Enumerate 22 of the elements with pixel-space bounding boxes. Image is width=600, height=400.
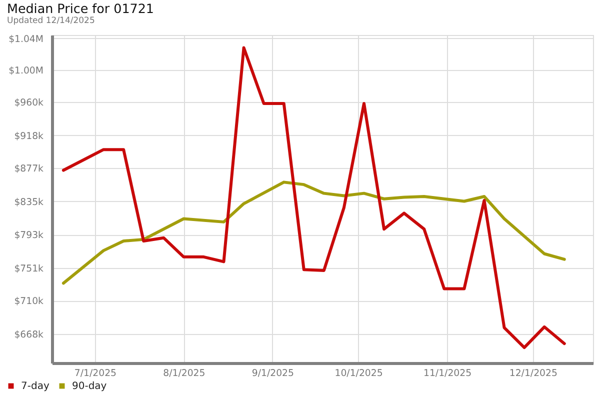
line-series xyxy=(62,180,566,285)
x-tick-label: 9/1/2025 xyxy=(252,368,294,379)
x-tick-label: 12/1/2025 xyxy=(509,368,558,379)
legend-label: 7-day xyxy=(21,381,50,392)
x-tick-label: 7/1/2025 xyxy=(74,368,117,379)
x-tick-label: 11/1/2025 xyxy=(423,368,472,379)
y-tick-label: $835k xyxy=(14,196,44,208)
chart-subtitle: Updated 12/14/2025 xyxy=(7,16,95,26)
y-tick-label: $877k xyxy=(14,163,44,174)
y-tick-label: $1.04M xyxy=(8,34,44,45)
x-tick-label: 8/1/2025 xyxy=(163,368,206,379)
line-series xyxy=(62,46,566,350)
y-tick-label: $668k xyxy=(14,330,44,341)
y-tick-label: $710k xyxy=(14,296,44,308)
x-tick-label: 10/1/2025 xyxy=(334,368,383,379)
y-tick-label: $751k xyxy=(14,264,44,275)
y-tick-label: $918k xyxy=(14,130,44,142)
legend-label: 90-day xyxy=(72,381,107,392)
chart-title: Median Price for 01721 xyxy=(7,1,154,16)
y-tick-label: $960k xyxy=(14,97,44,108)
y-tick-label: $1.00M xyxy=(8,66,44,77)
y-tick-label: $793k xyxy=(14,230,44,242)
